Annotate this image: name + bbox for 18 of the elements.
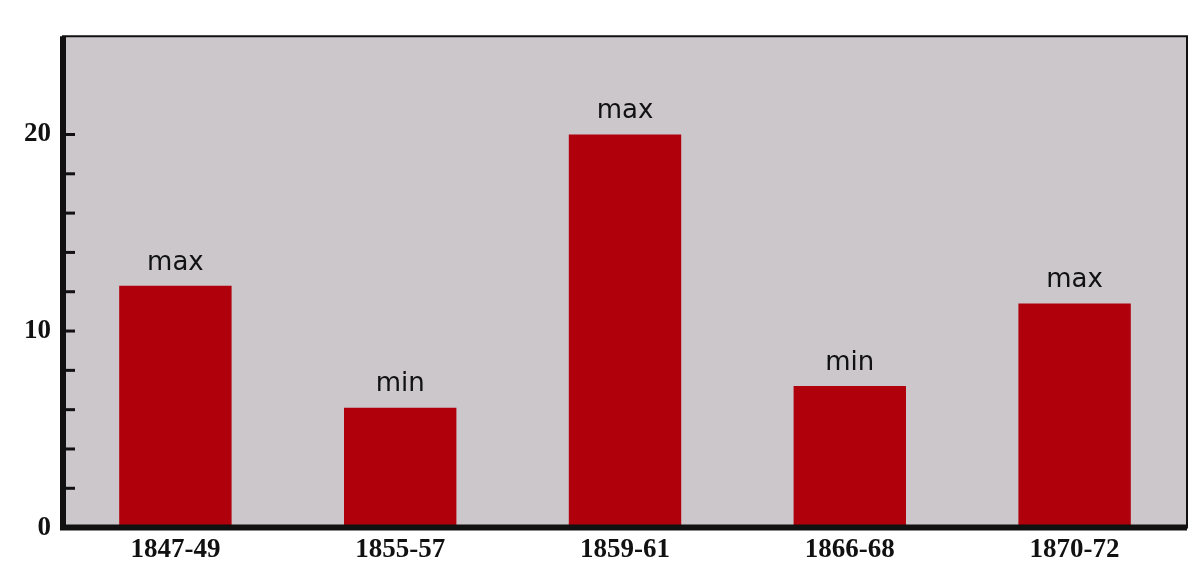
- data-label: max: [1046, 263, 1103, 294]
- x-tick-label: 1870-72: [1029, 532, 1120, 563]
- bar: [119, 285, 232, 528]
- data-label: max: [147, 245, 204, 276]
- data-label: min: [825, 345, 875, 376]
- x-tick-label: 1859-61: [580, 532, 670, 563]
- bar: [568, 134, 682, 528]
- y-tick-label: 10: [24, 314, 51, 345]
- x-tick-label: 1866-68: [804, 532, 895, 563]
- y-tick-label: 20: [24, 117, 51, 148]
- bar: [793, 386, 906, 528]
- x-tick-label: 1855-57: [355, 532, 446, 563]
- data-label: max: [596, 94, 654, 125]
- x-tick-label: 1847-49: [130, 532, 221, 563]
- bar: [344, 407, 457, 528]
- y-tick-label: 0: [37, 510, 51, 541]
- data-label: min: [375, 367, 425, 398]
- bar: [1018, 303, 1131, 528]
